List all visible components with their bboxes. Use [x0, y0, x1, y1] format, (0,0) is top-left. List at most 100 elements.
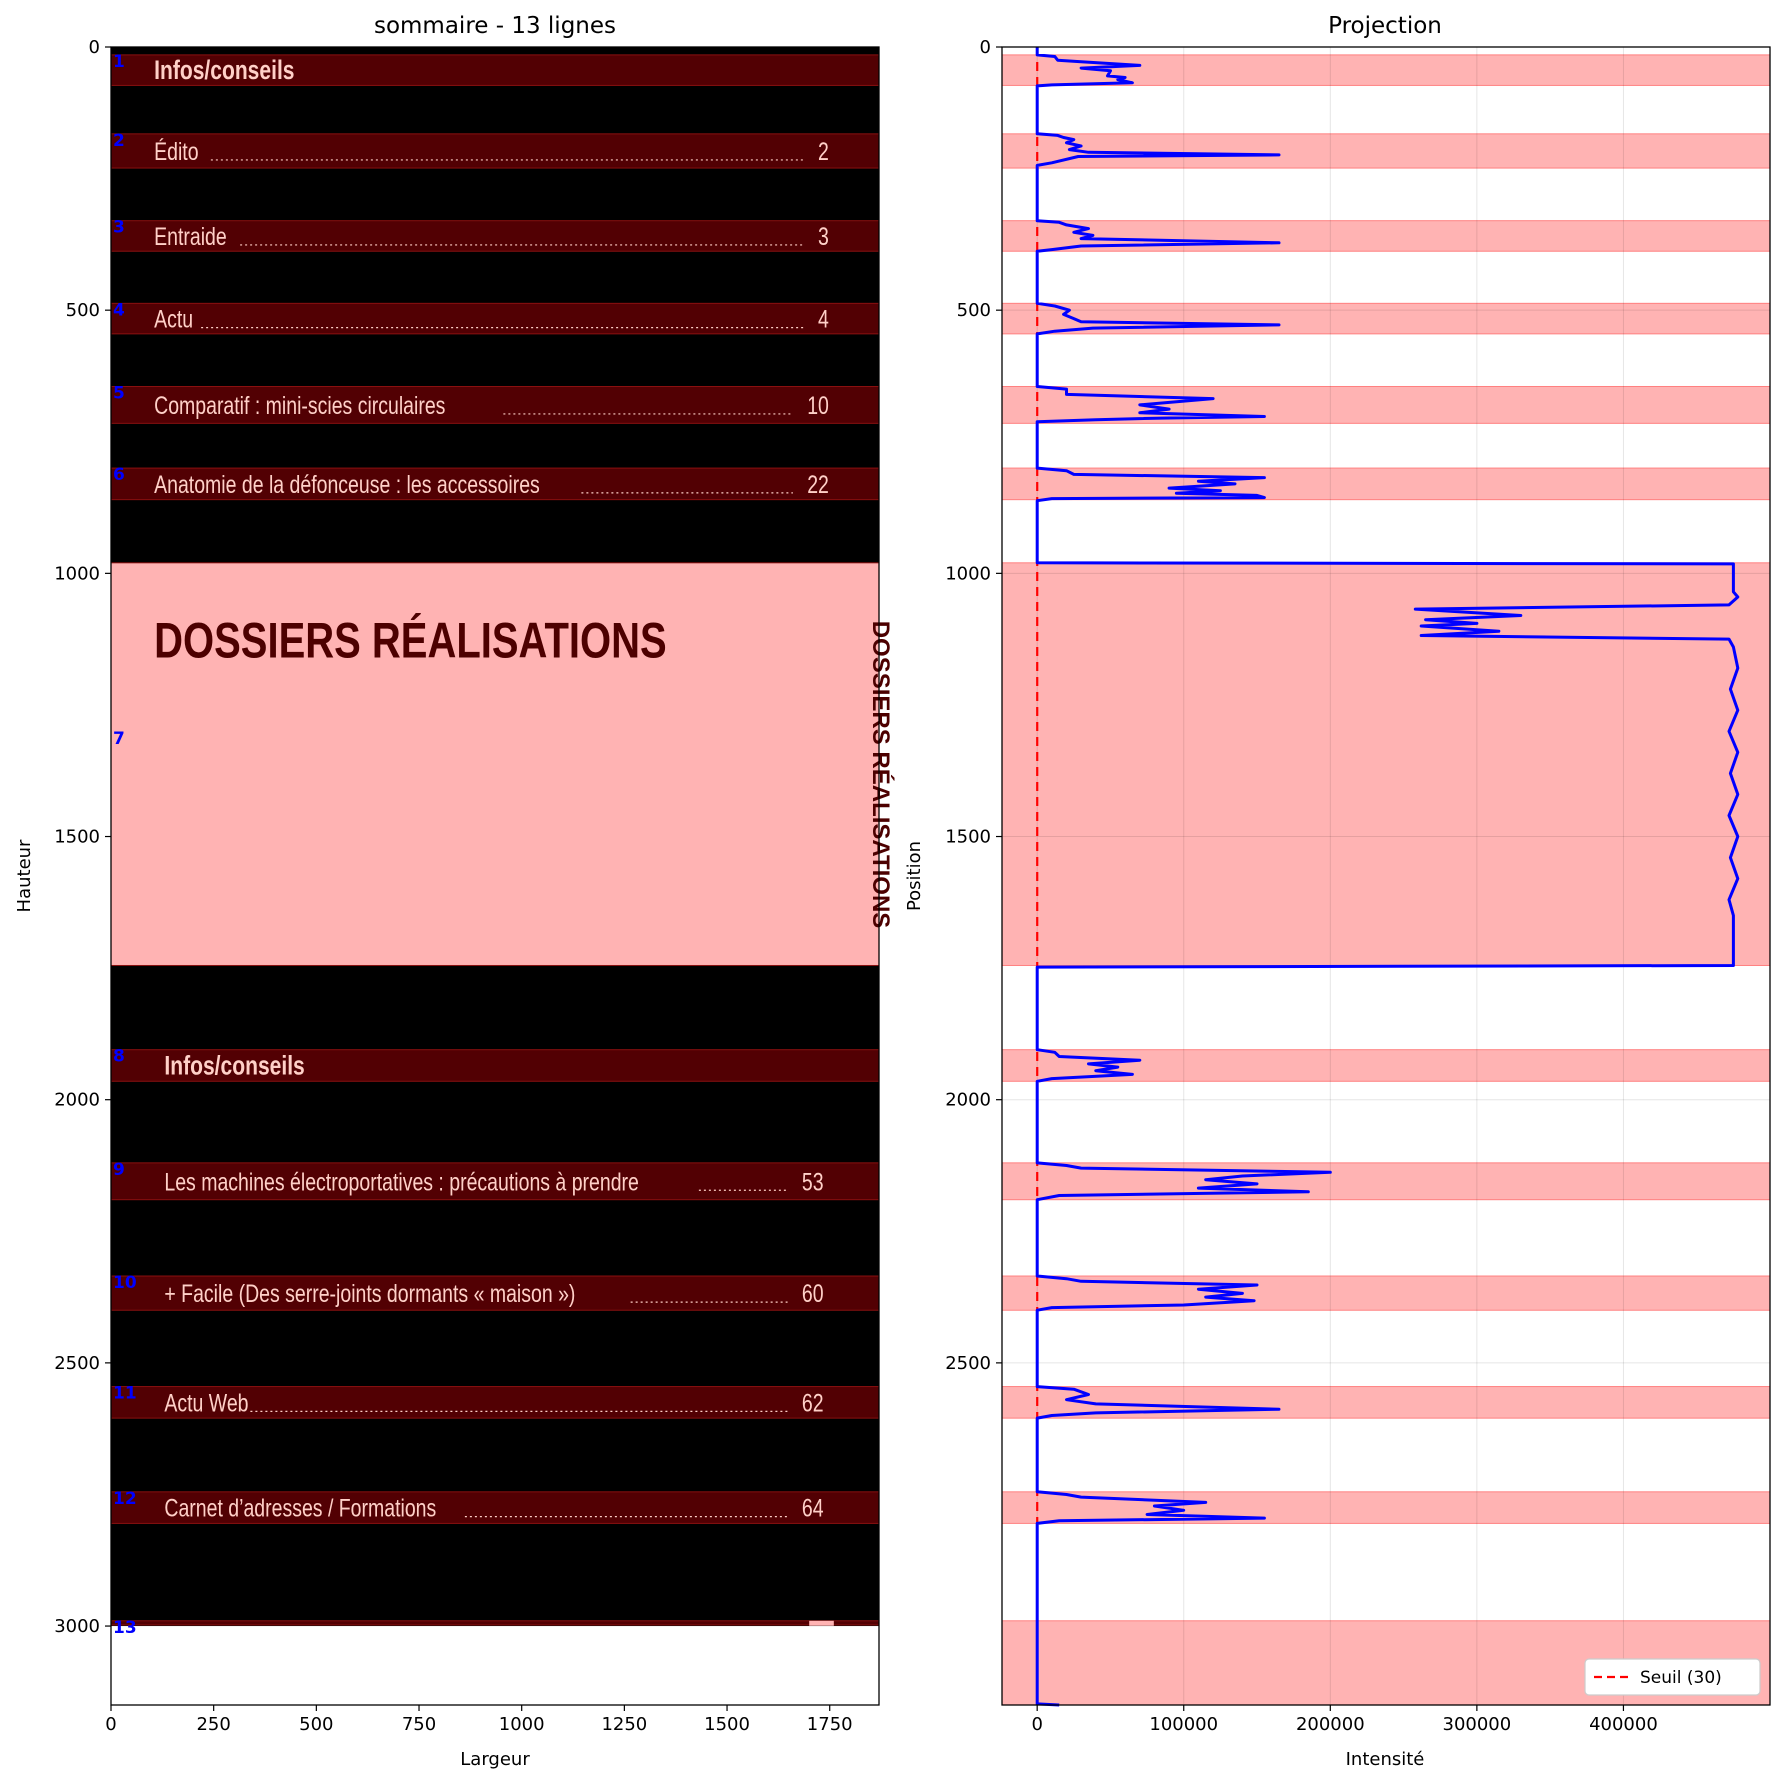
banner-side-title: DOSSIERS RÉALISATIONS	[867, 621, 895, 929]
line-box	[110, 54, 880, 86]
toc-page-number: 3	[818, 223, 829, 251]
toc-entry: + Facile (Des serre-joints dormants « ma…	[164, 1280, 575, 1308]
x-tick-label: 100000	[1149, 1714, 1218, 1735]
right-panel-title: Projection	[1328, 13, 1442, 39]
line-number-label: 5	[113, 383, 125, 403]
toc-page-number: 62	[802, 1389, 824, 1417]
region-band	[1001, 133, 1771, 169]
line-number-label: 10	[113, 1273, 137, 1293]
line-box	[110, 1491, 880, 1524]
x-tick-label: 1000	[499, 1714, 545, 1735]
line-number-label: 7	[113, 729, 125, 749]
line-number-label: 6	[113, 465, 125, 485]
line-box	[110, 302, 880, 335]
toc-page-number: 10	[807, 392, 829, 420]
line-box	[110, 1049, 880, 1082]
y-tick-label: 1500	[945, 827, 991, 848]
x-tick-label: 0	[105, 1714, 116, 1735]
toc-page-number: 60	[802, 1280, 824, 1308]
line-box	[110, 467, 880, 501]
x-tick-label: 500	[299, 1714, 333, 1735]
left-axes-frame	[110, 46, 880, 1706]
y-tick-label: 1000	[945, 563, 991, 584]
toc-page-number: 22	[807, 471, 829, 499]
banner-title: DOSSIERS RÉALISATIONS	[154, 612, 667, 668]
line-number-label: 4	[113, 300, 125, 320]
left-y-axis-label: Hauteur	[14, 839, 35, 913]
line-box	[110, 1386, 880, 1419]
x-tick-label: 750	[402, 1714, 436, 1735]
line-number-label: 1	[113, 52, 125, 72]
x-tick-label: 0	[1031, 1714, 1042, 1735]
line-number-label: 9	[113, 1160, 125, 1180]
right-axes-frame	[1001, 46, 1771, 1706]
toc-entry: Carnet d’adresses / Formations	[164, 1494, 436, 1522]
y-tick-label: 2000	[54, 1090, 100, 1111]
line-number-label: 8	[113, 1047, 125, 1067]
line-box	[110, 1275, 880, 1311]
line-box	[110, 1620, 880, 1626]
toc-entry: Actu	[154, 305, 193, 333]
region-band	[1001, 302, 1771, 335]
line-box	[110, 133, 880, 169]
region-band	[1001, 385, 1771, 424]
right-x-ticks: 0 100000 200000 300000 400000	[1031, 1705, 1658, 1735]
legend-box	[1584, 1658, 1761, 1696]
right-panel: Projection 0 100000 200000 300000 400000 0 50…	[904, 13, 1771, 1770]
y-tick-label: 0	[89, 37, 100, 58]
right-x-axis-label: Intensité	[1346, 1749, 1425, 1770]
y-tick-label: 500	[957, 300, 991, 321]
left-x-axis-label: Largeur	[460, 1749, 530, 1770]
right-y-ticks: 0 500 1000 1500 2000 2500	[945, 37, 1002, 1374]
x-tick-label: 200000	[1296, 1714, 1365, 1735]
line-number-label: 3	[113, 218, 125, 238]
left-panel: sommaire - 13 lignes Infos/conseils Édito…	[14, 13, 895, 1770]
y-tick-label: 2500	[54, 1353, 100, 1374]
toc-page-number: 64	[802, 1494, 824, 1522]
toc-page-number: 4	[818, 305, 829, 333]
x-tick-label: 1750	[807, 1714, 853, 1735]
y-tick-label: 2500	[945, 1353, 991, 1374]
toc-section-header: Infos/conseils	[164, 1051, 304, 1081]
toc-entry: Édito	[154, 138, 198, 166]
x-tick-label: 300000	[1443, 1714, 1512, 1735]
projection-series	[1035, 47, 1740, 1707]
left-x-ticks: 0 250 500 750 1000 1250 1500 1750	[105, 1705, 853, 1735]
x-tick-label: 1500	[704, 1714, 750, 1735]
y-tick-label: 0	[980, 37, 991, 58]
left-y-ticks: 0 500 1000 1500 2000 2500 3000	[54, 37, 111, 1637]
y-tick-label: 1000	[54, 563, 100, 584]
toc-section-header: Infos/conseils	[154, 56, 294, 86]
toc-entry: Les machines électroportatives : précaut…	[164, 1168, 638, 1196]
line-number-label: 11	[113, 1384, 137, 1404]
region-band	[1001, 1491, 1771, 1524]
region-band	[1001, 467, 1771, 501]
right-y-axis-label: Position	[904, 841, 925, 911]
line-number-label: 13	[113, 1618, 137, 1638]
line-box	[110, 1162, 880, 1201]
toc-page-number: 53	[802, 1168, 824, 1196]
toc-entry: Anatomie de la défonceuse : les accessoi…	[154, 471, 540, 499]
legend-label: Seuil (30)	[1640, 1668, 1722, 1688]
page-image	[110, 47, 880, 1627]
toc-entry: Actu Web	[164, 1389, 248, 1417]
toc-page-number: 2	[818, 138, 829, 166]
left-panel-title: sommaire - 13 lignes	[374, 13, 616, 39]
x-tick-label: 400000	[1589, 1714, 1658, 1735]
x-tick-label: 1250	[601, 1714, 647, 1735]
page-text: Infos/conseils Édito 2 Entraide 3 Actu 4 Compar…	[154, 56, 895, 1522]
line-13-mark	[809, 1620, 834, 1626]
x-tick-label: 250	[196, 1714, 230, 1735]
toc-entry: Comparatif : mini-scies circulaires	[154, 392, 445, 420]
toc-entry: Entraide	[154, 223, 227, 251]
line-number-label: 12	[113, 1489, 137, 1509]
y-tick-label: 3000	[54, 1616, 100, 1637]
region-band	[1001, 562, 1771, 966]
y-tick-label: 500	[66, 300, 100, 321]
line-number-label: 2	[113, 131, 125, 151]
region-band	[1001, 54, 1771, 86]
line-box	[110, 562, 880, 966]
legend: Seuil (30)	[1584, 1658, 1761, 1696]
